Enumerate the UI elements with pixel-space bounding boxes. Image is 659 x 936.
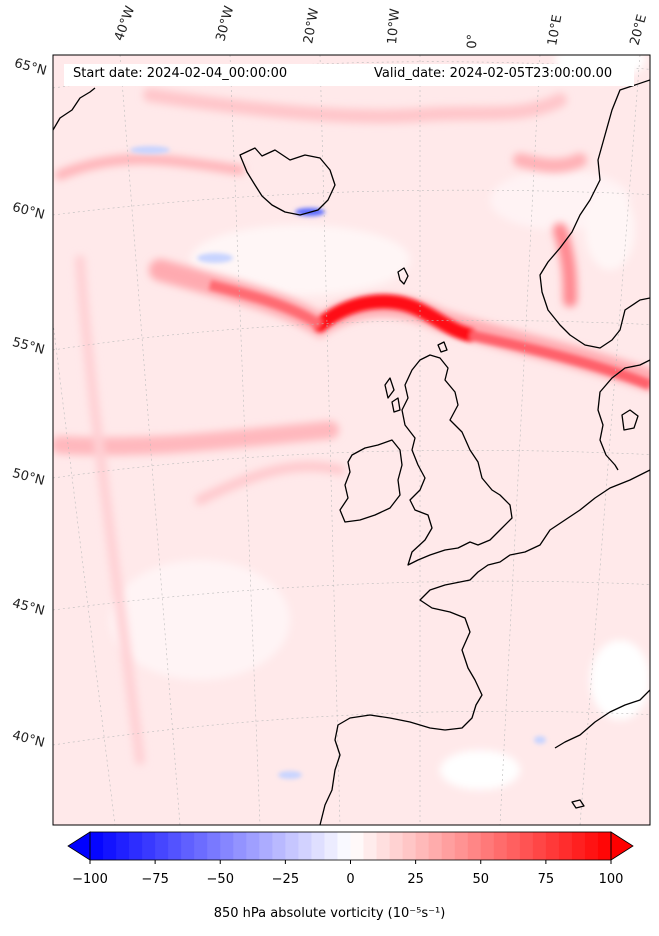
start-date-label: Start date: 2024-02-04_00:00:00 <box>73 66 288 81</box>
header-box <box>64 64 634 86</box>
iberia-coast <box>319 714 446 825</box>
iceland-coast <box>239 147 336 216</box>
colorbar-segment <box>90 832 104 860</box>
norway-coast <box>539 79 650 349</box>
colorbar-segment <box>597 832 612 860</box>
colorbar-segment <box>545 832 560 860</box>
colorbar-segment <box>428 832 443 860</box>
greenland-coast <box>53 87 96 131</box>
colorbar-tick-label: −50 <box>206 872 234 887</box>
balearic-islands <box>571 799 585 809</box>
vorticity-core <box>208 280 650 390</box>
colorbar-segment <box>207 832 221 860</box>
colorbar-segment <box>272 832 286 860</box>
colorbar-segment <box>246 832 260 860</box>
colorbar-segment <box>129 832 143 860</box>
colorbar-segment <box>441 832 456 860</box>
orkney-coast <box>437 341 448 353</box>
valid-date-label: Valid_date: 2024-02-05T23:00:00.00 <box>374 66 613 81</box>
colorbar-segment <box>337 832 352 860</box>
colorbar-segment <box>389 832 404 860</box>
colorbar-segment <box>402 832 417 860</box>
colorbar-segment <box>376 832 391 860</box>
colorbar-segment <box>571 832 586 860</box>
colorbar-tick-label: 25 <box>407 872 424 887</box>
danish-islands <box>621 409 639 431</box>
hebrides-coast <box>384 377 401 413</box>
colorbar-tick-label: 50 <box>472 872 490 887</box>
colorbar-segment <box>103 832 117 860</box>
coastlines <box>53 79 650 825</box>
colorbar-tick-label: −25 <box>271 872 300 887</box>
colorbar-tick-label: 75 <box>537 872 555 887</box>
colorbar-segment <box>220 832 234 860</box>
colorbar-segment <box>363 832 378 860</box>
lon-label-0: 0° <box>465 33 481 49</box>
colorbar-segment <box>467 832 482 860</box>
colorbar-title: 850 hPa absolute vorticity (10⁻⁵s⁻¹) <box>213 906 446 921</box>
colorbar-segment <box>324 832 339 860</box>
colorbar-segment <box>298 832 313 860</box>
colorbar-segment <box>168 832 182 860</box>
denmark-coast <box>597 359 650 471</box>
shetland-coast <box>397 267 409 285</box>
colorbar-segment <box>181 832 195 860</box>
colorbar-segment <box>116 832 130 860</box>
colorbar-tick-label: 0 <box>346 872 355 887</box>
ireland-coast <box>339 439 403 523</box>
colorbar-segment <box>285 832 299 860</box>
colorbar-segment <box>415 832 430 860</box>
colorbar-segment <box>519 832 534 860</box>
colorbar-segment <box>233 832 247 860</box>
colorbar-segment <box>142 832 156 860</box>
colorbar-tick-label: 100 <box>598 872 624 887</box>
colorbar-segment <box>311 832 326 860</box>
lon-label-10w: 10°W <box>385 7 404 45</box>
colorbar-tick-label: −75 <box>141 872 169 887</box>
colorbar-segment <box>584 832 599 860</box>
colorbar-extend-high <box>610 831 634 861</box>
colorbar-tick-label: −100 <box>72 872 108 887</box>
colorbar-segment <box>558 832 573 860</box>
colorbar-segment <box>454 832 469 860</box>
colorbar-segment <box>493 832 508 860</box>
mediterranean-coast <box>554 689 650 749</box>
colorbar <box>67 831 634 864</box>
great-britain-coast <box>401 354 513 566</box>
colorbar-segment <box>506 832 521 860</box>
colorbar-extend-low <box>67 831 91 861</box>
colorbar-segment <box>350 832 365 860</box>
france-coast <box>419 469 650 731</box>
colorbar-segment <box>532 832 547 860</box>
map-frame <box>52 54 651 826</box>
colorbar-segment <box>480 832 495 860</box>
colorbar-segment <box>259 832 273 860</box>
colorbar-segment <box>155 832 169 860</box>
colorbar-segment <box>194 832 208 860</box>
